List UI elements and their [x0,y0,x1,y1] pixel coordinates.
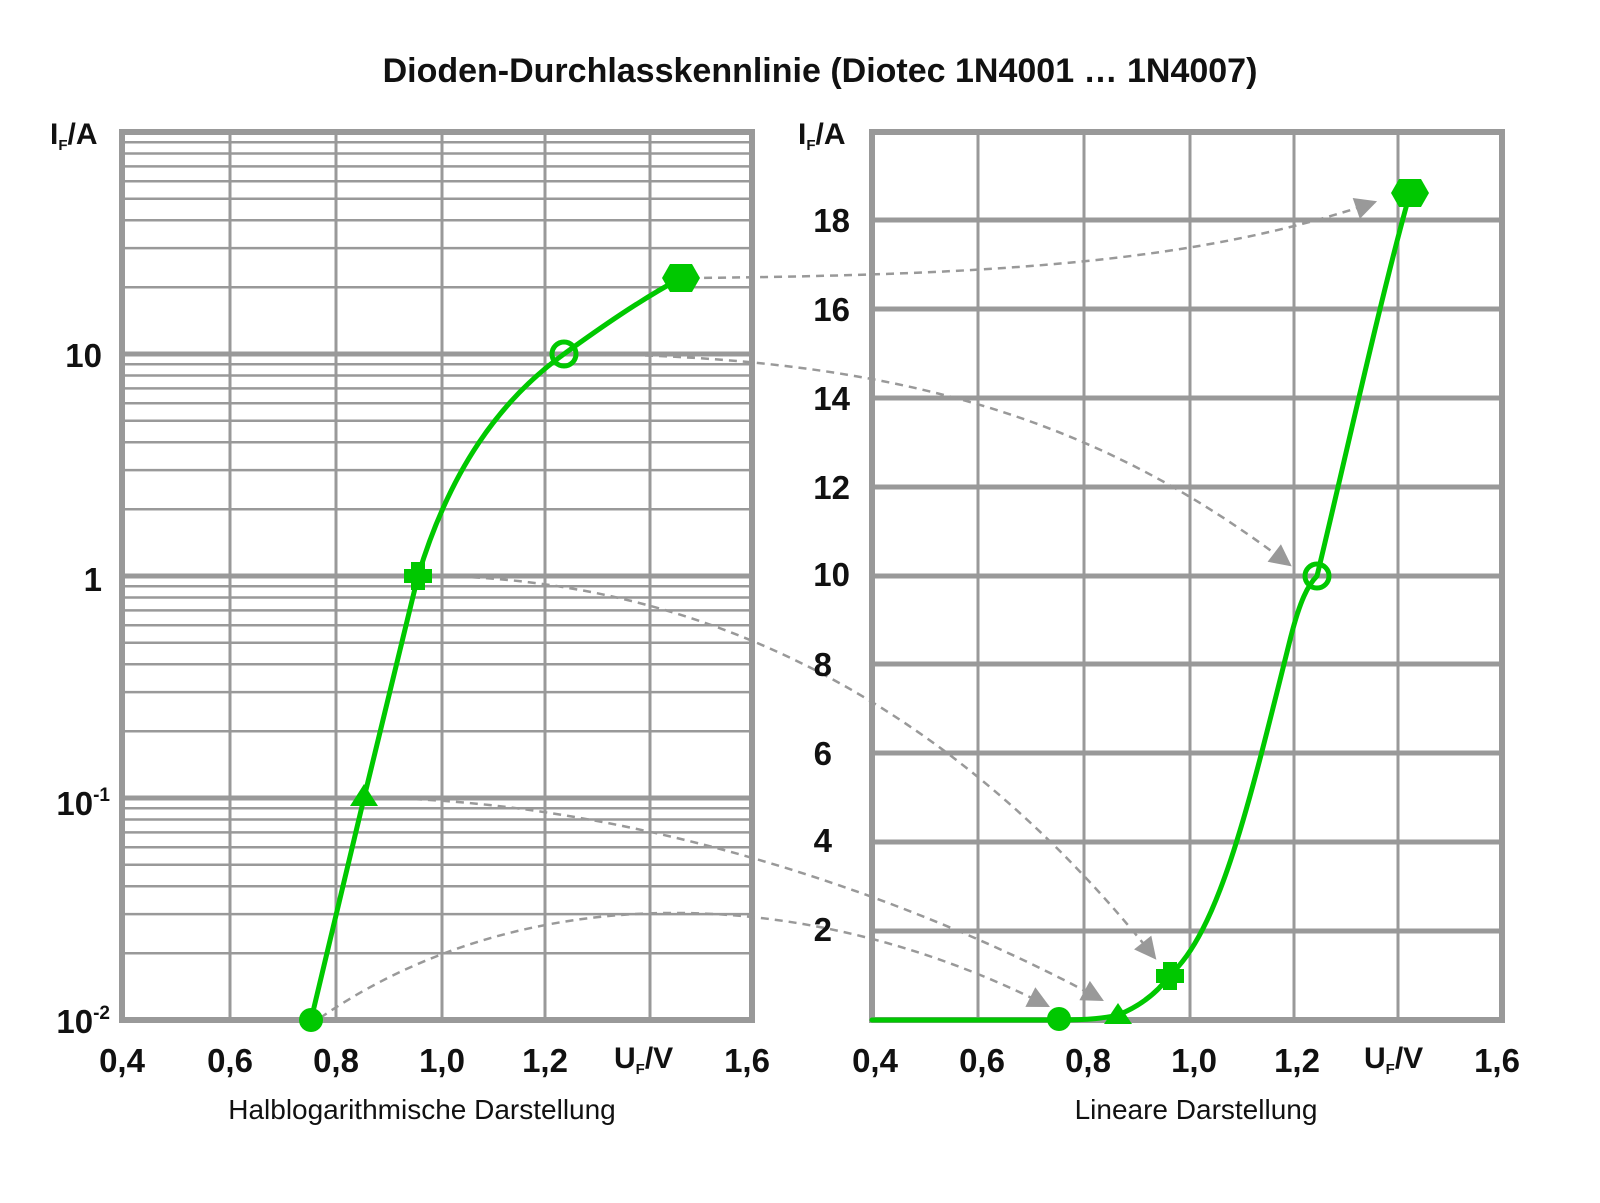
right-y-tick: 10 [813,556,850,593]
left-x-tick: 0,6 [207,1042,253,1079]
ring-marker [549,339,579,369]
hexagon-marker [1391,179,1429,207]
right-curve [869,190,1413,1023]
right-y-tick: 2 [813,911,832,948]
right-x-tick: 0,4 [852,1042,898,1079]
left-x-tick: 0,8 [313,1042,359,1079]
right-y-tick: 16 [813,291,850,328]
arrow-circle [319,911,1050,1020]
left-y-tick-0.1: 10-1 [56,785,110,822]
arrow-triangle [371,796,1104,1002]
right-x-tick: 0,6 [959,1042,1005,1079]
left-y-tick-10: 10 [65,337,102,374]
left-x-tick: 1,2 [522,1042,568,1079]
right-x-tick: 1,6 [1474,1042,1520,1079]
left-markers [299,264,700,1032]
left-y-tick-1: 1 [83,561,102,598]
triangle-marker [1104,1003,1132,1024]
right-x-tick: 1,0 [1171,1042,1217,1079]
right-y-tick: 14 [813,380,850,417]
left-chart-grid [119,129,755,1023]
left-y-tick-0.01: 10-2 [56,1003,110,1040]
circle-marker [1047,1007,1071,1031]
left-x-axis-title: UF/V [614,1042,674,1078]
mapping-arrows [319,198,1378,1020]
right-y-tick: 8 [813,646,832,683]
left-y-axis-title: IF/A [50,118,98,154]
left-x-tick: 0,4 [99,1042,145,1079]
right-y-tick: 12 [813,469,850,506]
left-curve [308,275,684,1023]
arrow-cross [429,574,1157,960]
arrow-ring [574,352,1292,567]
right-y-axis-title: IF/A [798,118,846,154]
chart-title: Dioden-Durchlasskennlinie (Diotec 1N4001… [382,52,1258,90]
cross-marker [404,562,432,590]
right-x-axis-title: UF/V [1364,1042,1424,1078]
right-x-tick: 0,8 [1065,1042,1111,1079]
ring-marker [1302,561,1332,591]
right-y-tick: 6 [813,735,832,772]
left-x-tick: 1,0 [419,1042,465,1079]
right-y-tick: 18 [813,202,850,239]
right-x-tick: 1,2 [1274,1042,1320,1079]
right-chart-caption: Lineare Darstellung [1074,1094,1318,1125]
right-markers [1047,179,1429,1031]
left-chart-caption: Halblogarithmische Darstellung [228,1094,616,1125]
right-chart-grid [869,129,1505,1023]
cross-marker [1156,962,1184,990]
hexagon-marker [662,264,700,292]
triangle-marker [350,784,378,806]
right-y-tick: 4 [813,822,832,859]
arrow-hexagon [689,198,1378,280]
left-x-tick: 1,6 [724,1042,770,1079]
circle-marker [299,1008,323,1032]
